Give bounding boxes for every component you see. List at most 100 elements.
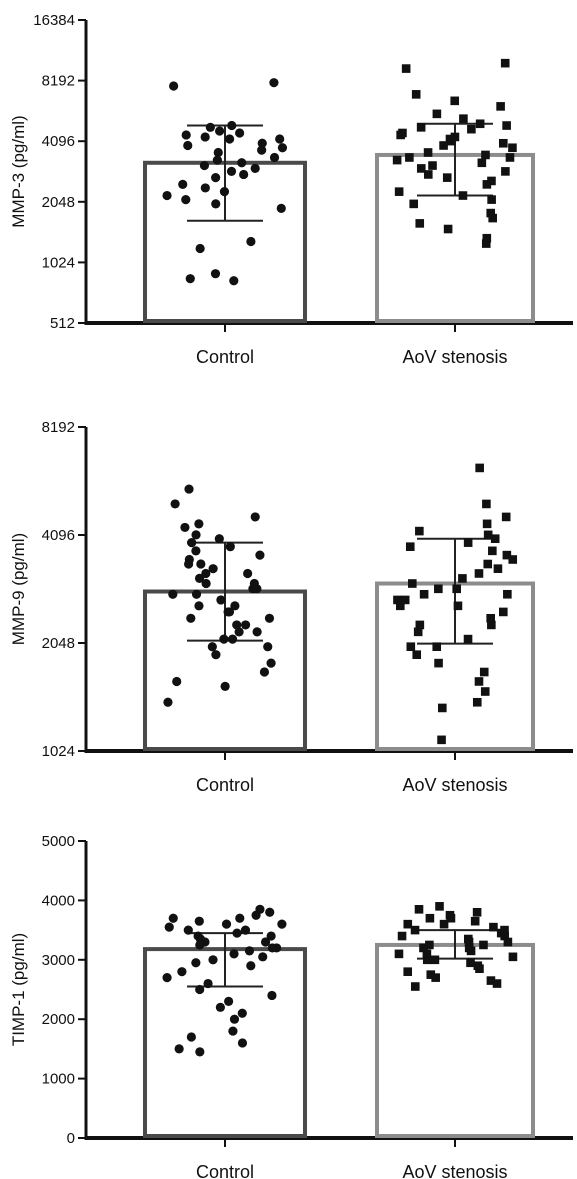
data-point [437, 735, 446, 745]
data-point [186, 613, 196, 623]
data-point [225, 542, 235, 552]
data-point [503, 589, 512, 599]
data-point [403, 967, 413, 976]
data-point [453, 601, 463, 611]
data-point [239, 169, 249, 180]
data-point [481, 239, 491, 248]
data-point [446, 913, 456, 923]
data-point [185, 274, 195, 284]
data-point [220, 681, 230, 692]
data-point [406, 642, 416, 651]
data-point [252, 584, 262, 594]
data-point [477, 158, 487, 168]
data-point [224, 134, 235, 144]
data-point [472, 907, 482, 917]
data-point [230, 601, 240, 611]
data-point [508, 555, 518, 564]
data-point [486, 613, 495, 623]
data-point [201, 578, 211, 589]
data-point [401, 64, 411, 73]
data-point [411, 982, 420, 991]
data-point [216, 595, 226, 605]
data-point [502, 550, 512, 560]
data-point [416, 123, 426, 132]
data-point [490, 534, 500, 543]
data-point [170, 499, 180, 509]
x-category-label: Control [196, 1162, 254, 1179]
data-point [416, 164, 426, 173]
data-point [414, 905, 424, 914]
data-point [501, 167, 510, 176]
data-point [432, 642, 442, 651]
data-point [257, 145, 267, 155]
chart-panel-2: 1024 2048 4096 8192 MMP-9 (pg/ml) Control AoV … [9, 419, 573, 795]
data-point [203, 978, 213, 989]
data-point [181, 195, 191, 205]
data-point [219, 187, 230, 197]
data-point [224, 996, 234, 1006]
x-category-label: AoV stenosis [402, 1162, 507, 1179]
y-axis-title: TIMP-1 (pg/ml) [9, 933, 28, 1046]
data-point [269, 152, 280, 163]
data-point [277, 143, 288, 153]
data-point [396, 130, 405, 140]
y-tick-label: 5000 [42, 833, 75, 850]
data-point [403, 919, 413, 929]
data-point [194, 519, 204, 529]
data-point [426, 970, 436, 979]
data-point [413, 627, 423, 637]
data-point [502, 121, 511, 130]
data-point [184, 484, 194, 494]
data-point [411, 90, 421, 99]
data-point [500, 931, 509, 941]
data-point [168, 913, 178, 923]
y-tick-label: 512 [50, 315, 75, 332]
data-point [458, 574, 467, 583]
data-point [412, 650, 422, 659]
data-point [267, 990, 277, 1001]
data-point [501, 512, 511, 522]
data-point [439, 919, 449, 929]
data-point [267, 943, 277, 953]
data-point [177, 967, 187, 977]
data-point [488, 213, 497, 223]
data-point [196, 559, 206, 569]
data-point [405, 153, 414, 162]
data-point [434, 584, 443, 594]
data-point [496, 102, 505, 111]
data-point [232, 928, 242, 938]
data-point [452, 584, 461, 594]
data-point [483, 530, 493, 540]
data-point [191, 958, 201, 968]
data-point [467, 124, 476, 134]
data-point [508, 952, 518, 962]
data-point [162, 190, 172, 201]
data-point [194, 573, 205, 584]
data-point [410, 925, 420, 935]
data-point [422, 955, 432, 965]
data-point [258, 952, 268, 962]
x-category-label: AoV stenosis [402, 775, 507, 795]
data-point [487, 176, 496, 186]
data-point [162, 973, 172, 983]
data-point [488, 546, 497, 556]
data-point [439, 141, 448, 150]
data-point [499, 607, 508, 617]
data-point [227, 120, 237, 131]
data-point [244, 946, 255, 956]
data-point [191, 589, 202, 599]
data-point [219, 634, 229, 644]
data-point [415, 620, 425, 630]
data-point [180, 522, 190, 533]
data-point [269, 78, 279, 88]
data-point [221, 919, 232, 929]
data-point [443, 224, 453, 234]
data-point [199, 160, 210, 171]
data-point [174, 1044, 184, 1054]
data-point [164, 922, 174, 932]
y-tick-label: 4096 [42, 133, 75, 150]
data-point [181, 130, 191, 140]
data-point [215, 126, 225, 136]
data-point [430, 955, 440, 965]
y-tick-label: 8192 [42, 73, 75, 90]
